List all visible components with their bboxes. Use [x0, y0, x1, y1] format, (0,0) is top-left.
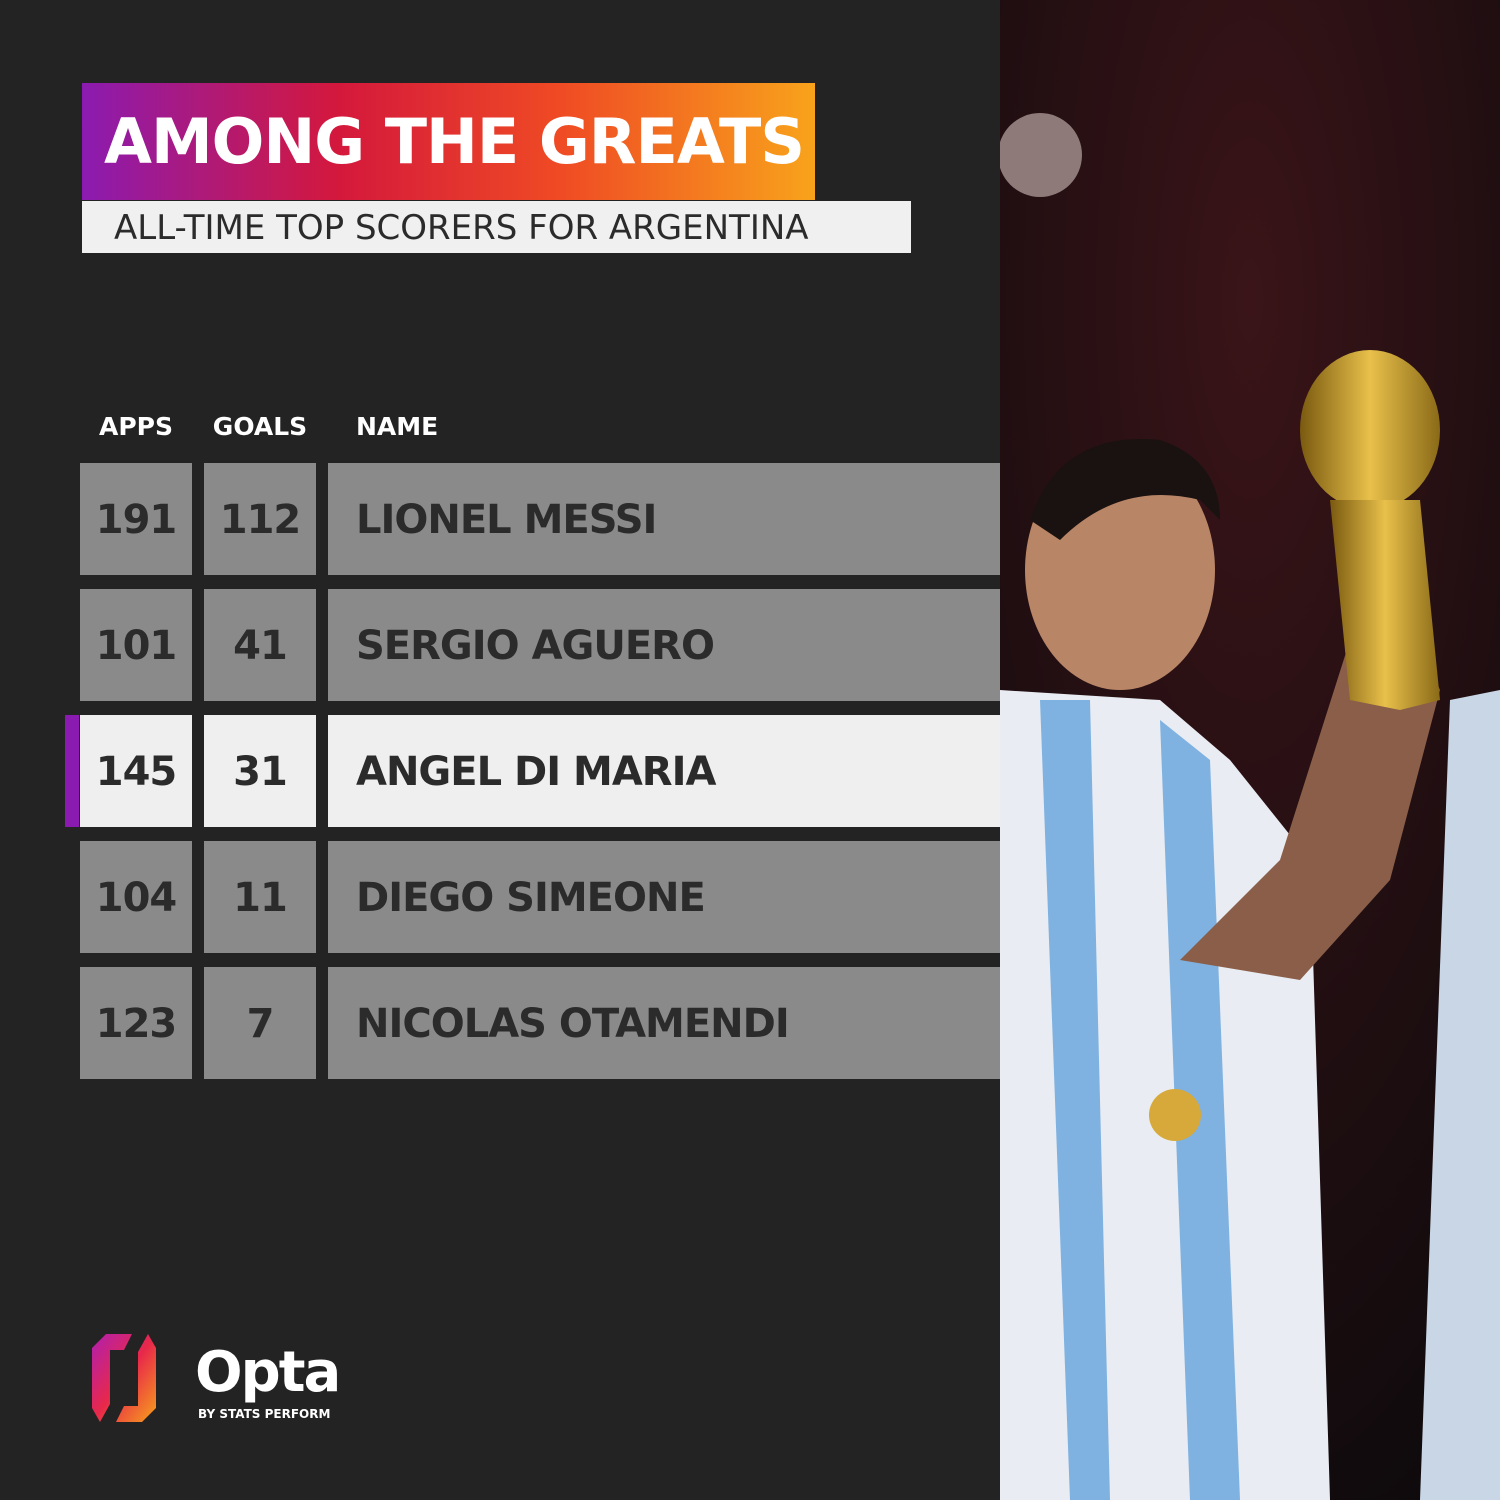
logo-mark	[92, 1334, 156, 1422]
table-cell: 191	[80, 463, 192, 575]
logo-tagline: BY STATS PERFORM	[198, 1407, 331, 1421]
table-cell: 145	[80, 715, 192, 827]
trophy-base	[1330, 500, 1440, 710]
column-header: GOALS	[212, 412, 308, 441]
table-cell: 31	[204, 715, 316, 827]
table-cell: DIEGO SIMEONE	[328, 841, 1000, 953]
table-cell: 104	[80, 841, 192, 953]
stripes	[1040, 700, 1240, 1500]
table-cell: 123	[80, 967, 192, 1079]
table-cell: 101	[80, 589, 192, 701]
table-cell: SERGIO AGUERO	[328, 589, 1000, 701]
column-header: NAME	[356, 412, 439, 441]
photo	[1000, 0, 1500, 1500]
table-cell: 41	[204, 589, 316, 701]
column-header: APPS	[99, 412, 173, 441]
trophy-globe	[1300, 350, 1440, 510]
logo-name: Opta	[195, 1340, 341, 1405]
table-cell: 11	[204, 841, 316, 953]
table-cell: 112	[204, 463, 316, 575]
table-cell: 7	[204, 967, 316, 1079]
light	[1000, 113, 1082, 197]
highlight-accent	[65, 715, 79, 827]
subtitle: ALL-TIME TOP SCORERS FOR ARGENTINA	[82, 201, 911, 253]
hair	[1030, 439, 1220, 540]
table-cell: LIONEL MESSI	[328, 463, 1000, 575]
other-player	[1420, 690, 1500, 1500]
medal	[1149, 1089, 1201, 1141]
logo-shape	[92, 1334, 156, 1422]
table-cell: ANGEL DI MARIA	[328, 715, 1000, 827]
title: AMONG THE GREATS	[82, 83, 815, 200]
table-cell: NICOLAS OTAMENDI	[328, 967, 1000, 1079]
